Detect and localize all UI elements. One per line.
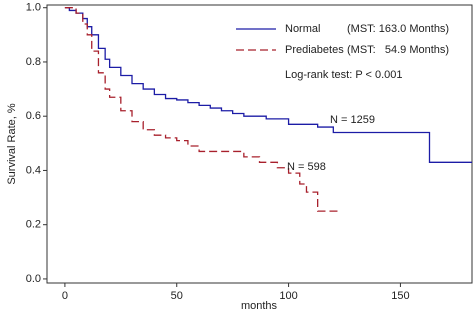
y-tick-label: 0.4 [26, 164, 41, 176]
x-tick-label: 50 [171, 290, 183, 302]
legend-note: (MST: 54.9 Months) [347, 44, 449, 56]
legend-note: (MST: 163.0 Months) [347, 23, 449, 35]
plot-frame [46, 4, 473, 284]
annotation: Log-rank test: P < 0.001 [285, 69, 403, 81]
y-tick-label: 0.6 [26, 110, 41, 122]
x-tick-label: 150 [391, 290, 409, 302]
survival-curve [64, 7, 472, 163]
x-tick-label: 0 [62, 290, 68, 302]
y-axis-label: Survival Rate, % [6, 103, 18, 185]
x-axis-label: months [241, 300, 278, 312]
survival-curve [64, 7, 338, 212]
legend-label: Normal [285, 23, 320, 35]
legend-label: Prediabetes [285, 44, 344, 56]
y-tick-label: 0.2 [26, 219, 41, 231]
y-tick-label: 0.8 [26, 56, 41, 68]
end-label: N = 1259 [330, 114, 375, 126]
y-tick-label: 1.0 [26, 2, 41, 14]
end-label: N = 598 [287, 161, 326, 173]
y-tick-label: 0.0 [26, 273, 41, 285]
x-tick-label: 100 [279, 290, 297, 302]
